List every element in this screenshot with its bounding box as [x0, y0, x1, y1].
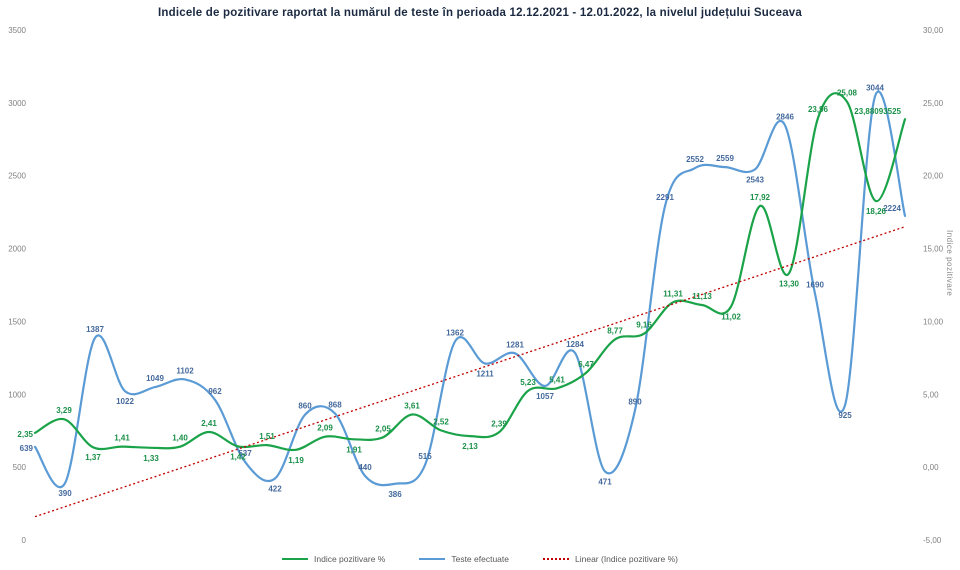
svg-text:0: 0 [22, 536, 27, 545]
svg-text:1,37: 1,37 [85, 453, 101, 462]
svg-text:2,09: 2,09 [317, 424, 333, 433]
positivity-labels: 2,35 3,29 1,37 1,41 1,33 1,40 2,41 1,42 1,51 1,19… [17, 89, 901, 465]
svg-text:3500: 3500 [8, 26, 26, 35]
chart-title: Indicele de pozitivare raportat la număr… [157, 7, 802, 19]
svg-text:2543: 2543 [746, 175, 764, 184]
svg-text:1057: 1057 [536, 392, 554, 401]
svg-text:9,16: 9,16 [636, 321, 652, 330]
svg-text:925: 925 [838, 411, 852, 420]
trendline [34, 226, 906, 518]
svg-text:1690: 1690 [806, 281, 824, 290]
svg-text:1022: 1022 [116, 397, 134, 406]
svg-text:25,08: 25,08 [837, 89, 858, 98]
svg-text:2,39: 2,39 [491, 419, 507, 428]
svg-text:18,26: 18,26 [866, 207, 887, 216]
svg-text:11,13: 11,13 [692, 292, 712, 301]
legend-label-trendline: Linear (Indice pozitivare %) [575, 554, 678, 564]
svg-text:1387: 1387 [86, 325, 104, 334]
svg-text:0,00: 0,00 [923, 463, 939, 472]
tests-labels: 639 390 1387 1022 1049 1102 962 537 422 860 868 440… [20, 83, 902, 498]
svg-text:2,13: 2,13 [462, 442, 478, 451]
svg-text:2846: 2846 [776, 112, 794, 121]
svg-text:11,02: 11,02 [721, 313, 741, 322]
svg-text:2,41: 2,41 [201, 419, 217, 428]
svg-text:500: 500 [13, 463, 27, 472]
svg-text:2224: 2224 [883, 204, 901, 213]
svg-text:537: 537 [238, 449, 252, 458]
svg-text:1,42: 1,42 [230, 453, 246, 462]
svg-text:5,41: 5,41 [549, 375, 565, 384]
svg-text:2,52: 2,52 [433, 417, 449, 426]
svg-text:3,29: 3,29 [56, 406, 72, 415]
svg-text:422: 422 [268, 485, 282, 494]
svg-text:1,91: 1,91 [346, 445, 362, 454]
svg-text:13,30: 13,30 [779, 279, 800, 288]
tests-line [33, 90, 907, 489]
legend: Indice pozitivare % Teste efectuate Line… [0, 554, 960, 564]
right-axis-ticks: 30,00 25,00 20,00 15,00 10,00 5,00 0,00 -5,00 [923, 26, 944, 545]
svg-text:11,31: 11,31 [663, 289, 683, 298]
svg-text:3044: 3044 [866, 83, 884, 92]
svg-text:17,92: 17,92 [750, 193, 771, 202]
svg-text:1362: 1362 [446, 329, 464, 338]
svg-text:1,51: 1,51 [259, 432, 275, 441]
svg-text:20,00: 20,00 [923, 172, 944, 181]
svg-text:8,77: 8,77 [607, 326, 623, 335]
svg-text:5,23: 5,23 [520, 378, 536, 387]
svg-text:1,19: 1,19 [288, 456, 304, 465]
svg-text:2500: 2500 [8, 172, 26, 181]
legend-item-trendline[interactable]: Linear (Indice pozitivare %) [543, 554, 678, 564]
svg-text:1500: 1500 [8, 317, 26, 326]
svg-text:15,00: 15,00 [923, 245, 944, 254]
svg-text:-5,00: -5,00 [923, 536, 942, 545]
svg-text:1,41: 1,41 [114, 434, 130, 443]
svg-text:2000: 2000 [8, 245, 26, 254]
svg-text:10,00: 10,00 [923, 317, 944, 326]
svg-text:1102: 1102 [176, 366, 194, 375]
svg-text:23,96: 23,96 [808, 105, 829, 114]
svg-text:1281: 1281 [506, 340, 524, 349]
svg-text:2291: 2291 [656, 193, 674, 202]
positivity-line [33, 92, 907, 452]
svg-text:1284: 1284 [566, 340, 584, 349]
svg-text:2559: 2559 [716, 154, 734, 163]
left-axis-ticks: 3500 3000 2500 2000 1500 1000 500 0 [8, 26, 26, 545]
legend-swatch-trendline-icon [543, 558, 569, 560]
svg-text:3,61: 3,61 [404, 402, 420, 411]
svg-text:515: 515 [418, 452, 432, 461]
legend-label-tests: Teste efectuate [451, 554, 509, 564]
svg-text:890: 890 [628, 397, 642, 406]
svg-text:2552: 2552 [686, 155, 704, 164]
svg-text:23,88093525: 23,88093525 [854, 107, 901, 116]
legend-swatch-positivity-line-icon [282, 558, 308, 560]
svg-text:868: 868 [328, 401, 342, 410]
svg-text:1,40: 1,40 [172, 434, 188, 443]
svg-text:390: 390 [58, 489, 72, 498]
svg-text:25,00: 25,00 [923, 99, 944, 108]
svg-text:1,33: 1,33 [143, 454, 159, 463]
svg-text:386: 386 [388, 490, 402, 499]
legend-item-positivity[interactable]: Indice pozitivare % [282, 554, 385, 564]
svg-text:1049: 1049 [146, 374, 164, 383]
legend-label-positivity: Indice pozitivare % [314, 554, 386, 564]
svg-text:860: 860 [298, 402, 312, 411]
legend-swatch-tests-line-icon [419, 558, 446, 560]
svg-text:962: 962 [208, 387, 222, 396]
svg-text:5,00: 5,00 [923, 390, 939, 399]
svg-text:1211: 1211 [476, 370, 494, 379]
svg-text:1000: 1000 [8, 390, 26, 399]
svg-text:2,05: 2,05 [375, 424, 391, 433]
svg-text:30,00: 30,00 [923, 26, 944, 35]
right-axis-title: Indice pozitivare [945, 230, 954, 297]
svg-text:6,47: 6,47 [578, 360, 594, 369]
svg-text:471: 471 [598, 477, 612, 486]
svg-text:2,35: 2,35 [17, 430, 33, 439]
svg-text:639: 639 [20, 444, 34, 453]
svg-text:3000: 3000 [8, 99, 26, 108]
svg-text:440: 440 [358, 463, 372, 472]
legend-item-tests[interactable]: Teste efectuate [419, 554, 509, 564]
